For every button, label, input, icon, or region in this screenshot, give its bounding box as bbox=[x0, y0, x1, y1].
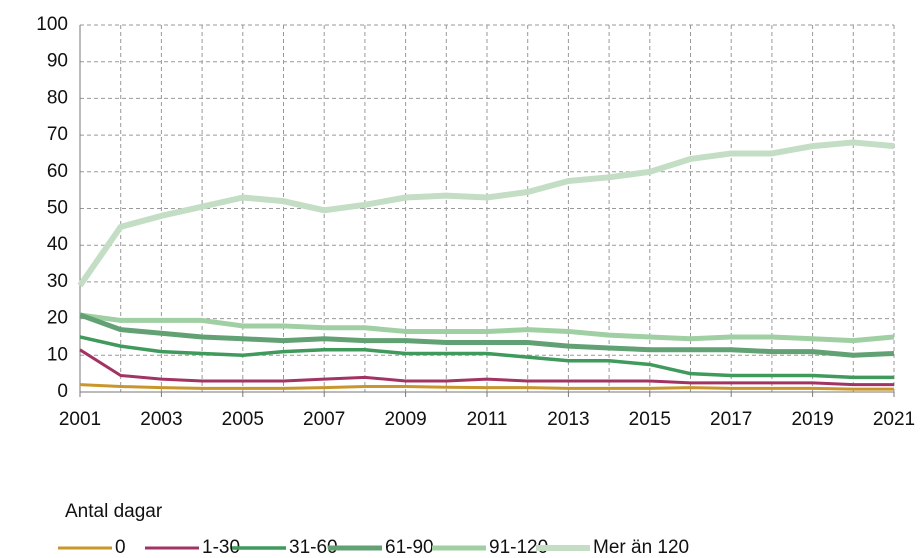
x-tick-label: 2007 bbox=[303, 409, 345, 430]
y-tick-label: 60 bbox=[47, 161, 68, 182]
x-tick-label: 2021 bbox=[873, 409, 915, 430]
y-tick-label: 50 bbox=[47, 198, 68, 219]
series-line bbox=[77, 139, 895, 288]
x-tick-label: 2005 bbox=[222, 409, 264, 430]
x-tick-label: 2003 bbox=[140, 409, 182, 430]
x-tick-label: 2009 bbox=[384, 409, 426, 430]
y-tick-label: 80 bbox=[47, 87, 68, 108]
y-tick-label: 100 bbox=[36, 14, 68, 35]
series-line bbox=[79, 348, 894, 387]
legend-label: 91-120 bbox=[489, 537, 548, 558]
x-tick-label: 2013 bbox=[547, 409, 589, 430]
x-tick-label: 2001 bbox=[59, 409, 101, 430]
y-tick-label: 30 bbox=[47, 271, 68, 292]
x-tick-label: 2019 bbox=[791, 409, 833, 430]
series-line bbox=[79, 335, 894, 380]
series-line bbox=[79, 312, 895, 358]
legend-label: 31-60 bbox=[289, 537, 338, 558]
x-tick-label: 2015 bbox=[629, 409, 671, 430]
legend-label: 61-90 bbox=[385, 537, 434, 558]
y-tick-label: 40 bbox=[47, 234, 68, 255]
series-line bbox=[79, 383, 894, 391]
x-tick-label: 2011 bbox=[467, 409, 508, 430]
y-tick-label: 20 bbox=[47, 308, 68, 329]
y-tick-label: 70 bbox=[47, 124, 68, 145]
legend-label: 1-30 bbox=[202, 537, 240, 558]
x-tick-label: 2017 bbox=[710, 409, 752, 430]
legend-title: Antal dagar bbox=[65, 501, 163, 522]
y-tick-label: 0 bbox=[57, 381, 68, 402]
series-line bbox=[79, 312, 895, 344]
y-tick-label: 10 bbox=[47, 344, 68, 365]
y-tick-label: 90 bbox=[47, 51, 68, 72]
legend-label: 0 bbox=[115, 537, 126, 558]
legend-label: Mer än 120 bbox=[593, 537, 689, 558]
